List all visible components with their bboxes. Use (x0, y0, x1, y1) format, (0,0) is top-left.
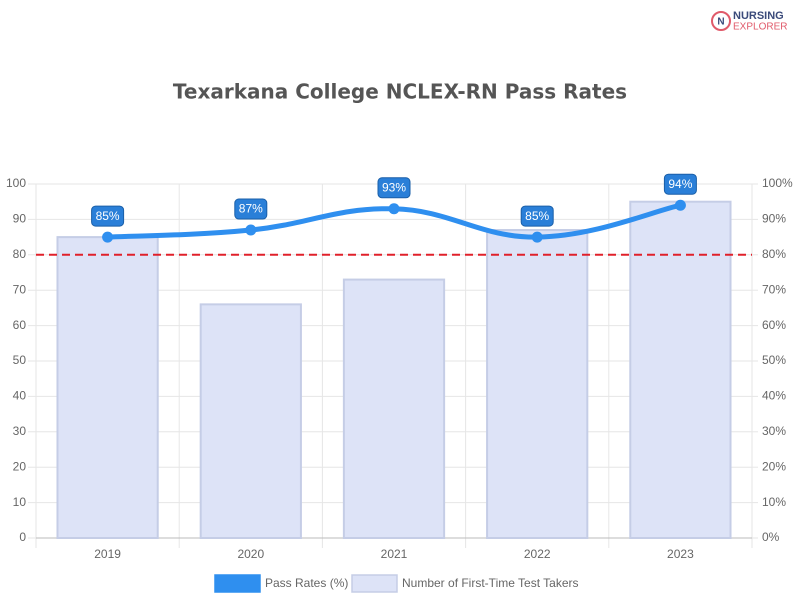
logo-icon (711, 11, 731, 31)
y2-tick-label: 40% (762, 389, 786, 403)
brand-logo: N NURSING EXPLORER (711, 10, 787, 33)
bar (199, 303, 302, 539)
y-tick-label: 50 (13, 353, 27, 367)
y-tick-label: 90 (13, 212, 27, 226)
value-label-box (377, 177, 411, 199)
legend-swatch (214, 574, 261, 593)
y2-tick-label: 80% (762, 247, 786, 261)
y2-tick-label: 100% (762, 176, 793, 190)
brand-line2: EXPLORER (733, 22, 787, 33)
point (674, 199, 686, 211)
value-label-box (663, 173, 697, 195)
logo-glyph: N (717, 17, 724, 28)
value-label: 93% (382, 180, 406, 194)
legend-label: Pass Rates (%) (265, 576, 348, 590)
value-label: 94% (668, 177, 692, 191)
x-tick-label: 2021 (381, 547, 408, 561)
y2-tick-label: 0% (762, 530, 780, 544)
bar (56, 236, 159, 539)
value-label-box (520, 205, 554, 227)
y-tick-label: 40 (13, 389, 27, 403)
value-label: 85% (96, 209, 120, 223)
x-tick-label: 2022 (524, 547, 551, 561)
x-tick-label: 2019 (94, 547, 121, 561)
y2-tick-label: 90% (762, 212, 786, 226)
y2-tick-label: 70% (762, 282, 786, 296)
point (388, 203, 400, 215)
x-tick-label: 2023 (667, 547, 694, 561)
bar (342, 278, 446, 539)
brand-line1: NURSING (733, 10, 784, 22)
value-label-box (91, 205, 125, 227)
value-label: 85% (525, 209, 549, 223)
y2-tick-label: 30% (762, 424, 786, 438)
point (102, 231, 114, 243)
bar (629, 200, 732, 539)
x-tick-label: 2020 (237, 547, 264, 561)
legend-label: Number of First-Time Test Takers (402, 576, 578, 590)
y-tick-label: 70 (13, 282, 27, 296)
point (531, 231, 543, 243)
chart-title: Texarkana College NCLEX-RN Pass Rates (173, 80, 627, 104)
y-tick-label: 0 (19, 530, 26, 544)
y-tick-label: 20 (13, 459, 27, 473)
value-label: 87% (239, 202, 263, 216)
y2-tick-label: 50% (762, 353, 786, 367)
y2-tick-label: 20% (762, 459, 786, 473)
point (245, 224, 257, 236)
legend-swatch (351, 574, 398, 593)
bar (486, 229, 589, 540)
y-tick-label: 10 (13, 495, 27, 509)
y-tick-label: 30 (13, 424, 27, 438)
value-label-box (234, 198, 268, 220)
y-tick-label: 100 (6, 176, 26, 190)
y-tick-label: 60 (13, 318, 27, 332)
y2-tick-label: 60% (762, 318, 786, 332)
y-tick-label: 80 (13, 247, 27, 261)
y2-tick-label: 10% (762, 495, 786, 509)
